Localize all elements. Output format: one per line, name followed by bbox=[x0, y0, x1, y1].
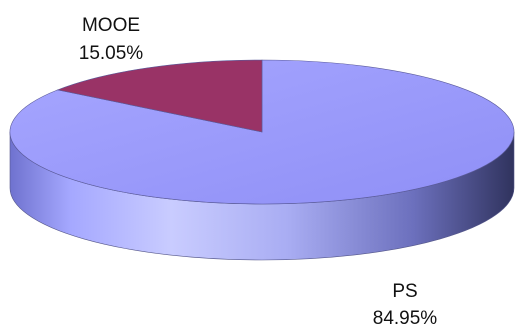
slice-value-mooe: 15.05% bbox=[79, 43, 144, 64]
slice-label-ps: PS bbox=[392, 281, 417, 302]
slice-label-mooe: MOOE bbox=[82, 15, 140, 36]
pie-top-layer bbox=[9, 59, 515, 205]
slice-value-ps: 84.95% bbox=[373, 308, 438, 328]
pie-slice-mooe bbox=[56, 59, 263, 133]
